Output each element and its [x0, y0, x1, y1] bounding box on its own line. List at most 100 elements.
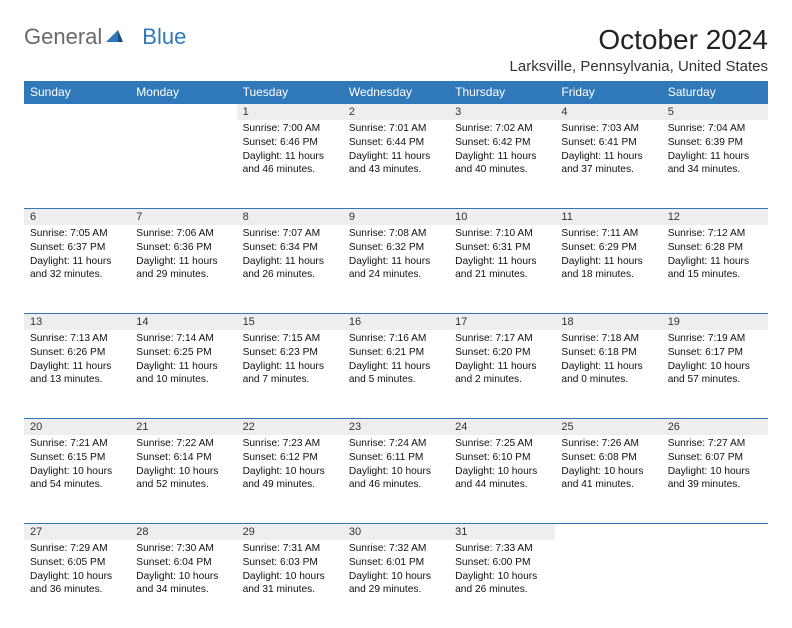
weekday-header: Saturday: [662, 81, 768, 103]
calendar-cell: Sunrise: 7:22 AM Sunset: 6:14 PM Dayligh…: [130, 435, 236, 523]
empty-day: [662, 523, 768, 540]
day-number: 19: [662, 313, 768, 330]
day-details: Sunrise: 7:04 AM Sunset: 6:39 PM Dayligh…: [662, 120, 768, 183]
weekday-header: Monday: [130, 81, 236, 103]
calendar-cell: Sunrise: 7:16 AM Sunset: 6:21 PM Dayligh…: [343, 330, 449, 418]
day-number: 12: [662, 208, 768, 225]
calendar-cell: Sunrise: 7:19 AM Sunset: 6:17 PM Dayligh…: [662, 330, 768, 418]
day-details: Sunrise: 7:27 AM Sunset: 6:07 PM Dayligh…: [662, 435, 768, 498]
empty-day: [24, 103, 130, 120]
day-details: Sunrise: 7:06 AM Sunset: 6:36 PM Dayligh…: [130, 225, 236, 288]
calendar-cell: Sunrise: 7:01 AM Sunset: 6:44 PM Dayligh…: [343, 120, 449, 208]
calendar-cell: Sunrise: 7:14 AM Sunset: 6:25 PM Dayligh…: [130, 330, 236, 418]
day-number: 8: [237, 208, 343, 225]
calendar-cell: Sunrise: 7:18 AM Sunset: 6:18 PM Dayligh…: [555, 330, 661, 418]
logo-text-general: General: [24, 24, 102, 50]
calendar-cell: Sunrise: 7:08 AM Sunset: 6:32 PM Dayligh…: [343, 225, 449, 313]
day-details: Sunrise: 7:16 AM Sunset: 6:21 PM Dayligh…: [343, 330, 449, 393]
day-details: Sunrise: 7:11 AM Sunset: 6:29 PM Dayligh…: [555, 225, 661, 288]
day-number: 22: [237, 418, 343, 435]
weekday-header: Thursday: [449, 81, 555, 103]
calendar-cell: Sunrise: 7:03 AM Sunset: 6:41 PM Dayligh…: [555, 120, 661, 208]
day-number: 28: [130, 523, 236, 540]
day-details: Sunrise: 7:15 AM Sunset: 6:23 PM Dayligh…: [237, 330, 343, 393]
day-number: 2: [343, 103, 449, 120]
location-text: Larksville, Pennsylvania, United States: [24, 58, 768, 75]
calendar-content-row: Sunrise: 7:29 AM Sunset: 6:05 PM Dayligh…: [24, 540, 768, 628]
day-details: Sunrise: 7:05 AM Sunset: 6:37 PM Dayligh…: [24, 225, 130, 288]
day-number: 6: [24, 208, 130, 225]
day-number: 18: [555, 313, 661, 330]
day-details: Sunrise: 7:08 AM Sunset: 6:32 PM Dayligh…: [343, 225, 449, 288]
calendar-cell: Sunrise: 7:27 AM Sunset: 6:07 PM Dayligh…: [662, 435, 768, 523]
day-details: Sunrise: 7:25 AM Sunset: 6:10 PM Dayligh…: [449, 435, 555, 498]
day-details: Sunrise: 7:18 AM Sunset: 6:18 PM Dayligh…: [555, 330, 661, 393]
day-number: 11: [555, 208, 661, 225]
day-number: 4: [555, 103, 661, 120]
weekday-header: Tuesday: [237, 81, 343, 103]
day-details: Sunrise: 7:10 AM Sunset: 6:31 PM Dayligh…: [449, 225, 555, 288]
calendar-cell: Sunrise: 7:25 AM Sunset: 6:10 PM Dayligh…: [449, 435, 555, 523]
day-number: 16: [343, 313, 449, 330]
calendar-cell: Sunrise: 7:33 AM Sunset: 6:00 PM Dayligh…: [449, 540, 555, 628]
calendar-content-row: Sunrise: 7:00 AM Sunset: 6:46 PM Dayligh…: [24, 120, 768, 208]
day-details: Sunrise: 7:02 AM Sunset: 6:42 PM Dayligh…: [449, 120, 555, 183]
calendar-content-row: Sunrise: 7:05 AM Sunset: 6:37 PM Dayligh…: [24, 225, 768, 313]
calendar-cell: Sunrise: 7:30 AM Sunset: 6:04 PM Dayligh…: [130, 540, 236, 628]
day-details: Sunrise: 7:23 AM Sunset: 6:12 PM Dayligh…: [237, 435, 343, 498]
day-details: Sunrise: 7:14 AM Sunset: 6:25 PM Dayligh…: [130, 330, 236, 393]
day-number: 13: [24, 313, 130, 330]
calendar-daynum-row: 13141516171819: [24, 313, 768, 330]
calendar-cell: Sunrise: 7:31 AM Sunset: 6:03 PM Dayligh…: [237, 540, 343, 628]
weekday-header: Sunday: [24, 81, 130, 103]
calendar-daynum-row: 2728293031: [24, 523, 768, 540]
calendar-cell: Sunrise: 7:12 AM Sunset: 6:28 PM Dayligh…: [662, 225, 768, 313]
day-number: 27: [24, 523, 130, 540]
day-details: Sunrise: 7:22 AM Sunset: 6:14 PM Dayligh…: [130, 435, 236, 498]
day-number: 7: [130, 208, 236, 225]
calendar-cell: Sunrise: 7:13 AM Sunset: 6:26 PM Dayligh…: [24, 330, 130, 418]
day-details: Sunrise: 7:29 AM Sunset: 6:05 PM Dayligh…: [24, 540, 130, 603]
calendar-cell: Sunrise: 7:10 AM Sunset: 6:31 PM Dayligh…: [449, 225, 555, 313]
calendar-cell: Sunrise: 7:15 AM Sunset: 6:23 PM Dayligh…: [237, 330, 343, 418]
calendar-daynum-row: 12345: [24, 103, 768, 120]
day-number: 25: [555, 418, 661, 435]
day-details: Sunrise: 7:33 AM Sunset: 6:00 PM Dayligh…: [449, 540, 555, 603]
calendar-cell: Sunrise: 7:11 AM Sunset: 6:29 PM Dayligh…: [555, 225, 661, 313]
day-details: Sunrise: 7:19 AM Sunset: 6:17 PM Dayligh…: [662, 330, 768, 393]
calendar-cell: Sunrise: 7:26 AM Sunset: 6:08 PM Dayligh…: [555, 435, 661, 523]
day-details: Sunrise: 7:17 AM Sunset: 6:20 PM Dayligh…: [449, 330, 555, 393]
calendar-cell: [555, 540, 661, 628]
day-details: Sunrise: 7:12 AM Sunset: 6:28 PM Dayligh…: [662, 225, 768, 288]
day-details: Sunrise: 7:13 AM Sunset: 6:26 PM Dayligh…: [24, 330, 130, 393]
calendar-cell: Sunrise: 7:32 AM Sunset: 6:01 PM Dayligh…: [343, 540, 449, 628]
day-details: Sunrise: 7:00 AM Sunset: 6:46 PM Dayligh…: [237, 120, 343, 183]
calendar-cell: Sunrise: 7:04 AM Sunset: 6:39 PM Dayligh…: [662, 120, 768, 208]
weekday-header: Wednesday: [343, 81, 449, 103]
day-details: Sunrise: 7:26 AM Sunset: 6:08 PM Dayligh…: [555, 435, 661, 498]
logo: General Blue: [24, 24, 186, 50]
calendar-cell: Sunrise: 7:23 AM Sunset: 6:12 PM Dayligh…: [237, 435, 343, 523]
day-number: 1: [237, 103, 343, 120]
calendar-daynum-row: 20212223242526: [24, 418, 768, 435]
day-number: 14: [130, 313, 236, 330]
weekday-header: Friday: [555, 81, 661, 103]
weekday-header-row: Sunday Monday Tuesday Wednesday Thursday…: [24, 81, 768, 103]
calendar-cell: Sunrise: 7:05 AM Sunset: 6:37 PM Dayligh…: [24, 225, 130, 313]
logo-text-blue: Blue: [142, 24, 186, 50]
day-details: Sunrise: 7:24 AM Sunset: 6:11 PM Dayligh…: [343, 435, 449, 498]
day-number: 10: [449, 208, 555, 225]
day-number: 24: [449, 418, 555, 435]
day-number: 3: [449, 103, 555, 120]
page-title: October 2024: [598, 24, 768, 56]
empty-day: [555, 523, 661, 540]
day-number: 5: [662, 103, 768, 120]
day-details: Sunrise: 7:07 AM Sunset: 6:34 PM Dayligh…: [237, 225, 343, 288]
calendar-cell: [130, 120, 236, 208]
day-details: Sunrise: 7:31 AM Sunset: 6:03 PM Dayligh…: [237, 540, 343, 603]
calendar-cell: Sunrise: 7:29 AM Sunset: 6:05 PM Dayligh…: [24, 540, 130, 628]
calendar-cell: Sunrise: 7:02 AM Sunset: 6:42 PM Dayligh…: [449, 120, 555, 208]
calendar-cell: Sunrise: 7:21 AM Sunset: 6:15 PM Dayligh…: [24, 435, 130, 523]
calendar-daynum-row: 6789101112: [24, 208, 768, 225]
day-details: Sunrise: 7:21 AM Sunset: 6:15 PM Dayligh…: [24, 435, 130, 498]
